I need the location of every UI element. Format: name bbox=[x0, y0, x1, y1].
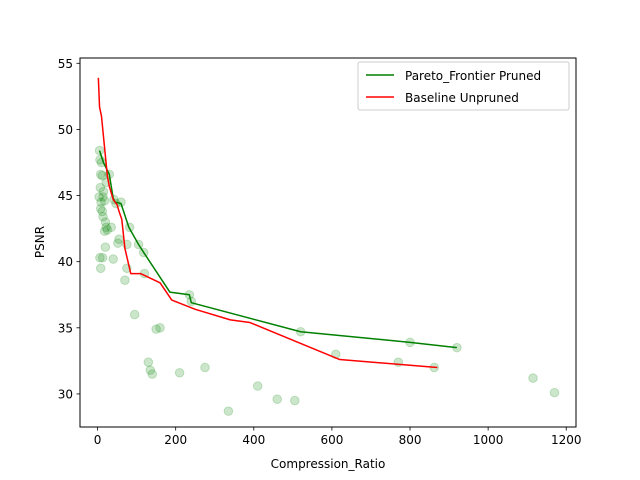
plot-frame bbox=[79, 57, 577, 428]
scatter-point bbox=[97, 206, 108, 217]
scatter-point bbox=[95, 182, 106, 193]
scatter-point bbox=[95, 169, 106, 180]
scatter-point bbox=[120, 275, 130, 285]
scatter-point bbox=[98, 192, 108, 202]
y-tick-label: 55 bbox=[58, 57, 73, 71]
y-axis: 30 35 40 45 50 55 bbox=[58, 57, 80, 401]
legend-label-pareto: Pareto_Frontier Pruned bbox=[405, 69, 541, 83]
scatter-point bbox=[96, 197, 106, 207]
scatter-point bbox=[151, 324, 161, 334]
x-tick-label: 200 bbox=[164, 433, 187, 447]
x-tick-label: 1200 bbox=[551, 433, 582, 447]
y-tick-label: 45 bbox=[58, 189, 73, 203]
scatter-point bbox=[100, 217, 111, 227]
scatter-point bbox=[147, 369, 158, 379]
scatter-point bbox=[102, 225, 113, 235]
scatter-point bbox=[252, 381, 263, 391]
scatter-point bbox=[200, 362, 210, 373]
scatter-point bbox=[108, 254, 118, 264]
scatter-point bbox=[98, 186, 109, 197]
x-tick-label: 600 bbox=[320, 433, 343, 447]
x-axis-label: Compression_Ratio bbox=[271, 457, 386, 471]
y-axis-label: PSNR bbox=[33, 226, 47, 258]
scatter-point bbox=[113, 238, 123, 248]
y-tick-label: 40 bbox=[58, 255, 73, 269]
y-tick-label: 30 bbox=[58, 387, 73, 401]
y-tick-label: 35 bbox=[58, 321, 73, 335]
legend: Pareto_Frontier Pruned Baseline Unpruned bbox=[357, 61, 570, 111]
scatter-point bbox=[97, 252, 108, 263]
legend-box bbox=[357, 61, 570, 111]
scatter-point bbox=[98, 211, 108, 222]
scatter-point bbox=[290, 395, 300, 406]
scatter-point bbox=[95, 252, 105, 263]
scatter-point bbox=[95, 203, 106, 214]
scatter-point bbox=[155, 323, 165, 333]
scatter-point bbox=[95, 263, 106, 274]
series-line-baseline bbox=[97, 77, 438, 369]
scatter-point bbox=[99, 196, 110, 206]
scatter-point bbox=[174, 367, 185, 378]
scatter-point bbox=[528, 373, 538, 383]
scatter-point bbox=[223, 406, 234, 416]
x-tick-label: 0 bbox=[94, 433, 102, 447]
lines-layer bbox=[97, 77, 457, 369]
x-tick-label: 800 bbox=[399, 433, 422, 447]
scatter-point bbox=[100, 242, 111, 252]
y-tick-label: 50 bbox=[58, 123, 73, 137]
scatter-point bbox=[129, 309, 140, 320]
x-tick-label: 400 bbox=[242, 433, 265, 447]
scatter-point bbox=[143, 357, 154, 367]
scatter-point bbox=[94, 192, 104, 202]
x-axis: 0 200 400 600 800 1000 1200 bbox=[94, 427, 582, 447]
scatter-point bbox=[97, 170, 108, 181]
scatter-point bbox=[272, 394, 283, 405]
legend-label-baseline: Baseline Unpruned bbox=[405, 91, 519, 105]
scatter-point bbox=[549, 387, 560, 398]
scatter-point bbox=[99, 226, 110, 237]
scatter-point bbox=[145, 365, 156, 375]
scatter-point bbox=[106, 222, 117, 233]
scatter-point bbox=[101, 222, 111, 233]
series-line-pareto bbox=[98, 150, 457, 349]
x-tick-label: 1000 bbox=[473, 433, 504, 447]
